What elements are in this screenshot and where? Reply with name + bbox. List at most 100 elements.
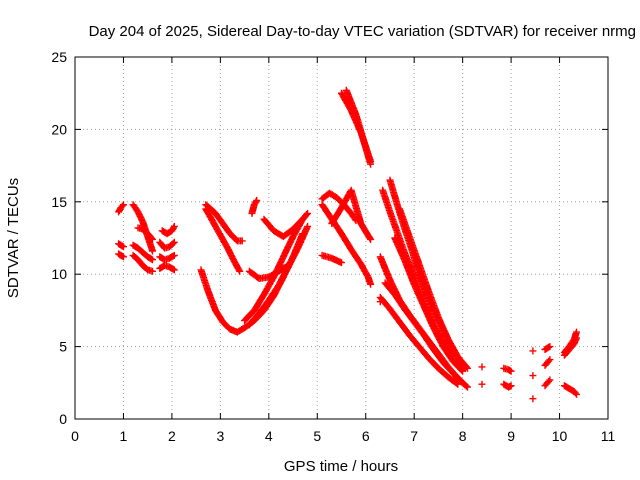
point-marks [376, 298, 384, 306]
point-marks [241, 215, 307, 324]
y-axis-title: SDTVAR / TECUs [5, 178, 22, 298]
point-marks [541, 343, 554, 353]
point-marks [560, 382, 580, 398]
y-tick-label: 5 [59, 339, 67, 355]
series-s39 [529, 347, 537, 355]
x-tick-label: 7 [410, 428, 418, 444]
point-marks [260, 209, 312, 241]
series-s26 [342, 86, 375, 168]
point-marks [156, 238, 178, 252]
x-tick-label: 0 [71, 428, 79, 444]
series-s32 [396, 205, 469, 372]
series-s3 [115, 250, 127, 261]
point-marks [115, 250, 127, 261]
series-s43 [541, 356, 554, 369]
point-marks [158, 222, 178, 238]
series-s13 [202, 201, 246, 245]
x-tick-label: 10 [552, 428, 568, 444]
y-tick-label: 0 [59, 411, 67, 427]
x-tick-label: 11 [601, 428, 616, 444]
data-points [115, 86, 580, 403]
point-marks [478, 363, 486, 371]
series-s18 [248, 196, 261, 217]
chart-title: Day 204 of 2025, Sidereal Day-to-day VTE… [89, 23, 636, 40]
point-marks [529, 395, 537, 403]
point-marks [328, 186, 375, 243]
series-s11 [156, 262, 178, 274]
x-tick-label: 4 [265, 428, 273, 444]
series-s17 [245, 222, 312, 329]
x-tick-label: 8 [459, 428, 467, 444]
series-s35 [478, 363, 486, 371]
series-s36 [478, 380, 486, 388]
series-s38 [500, 380, 515, 391]
series-s24 [328, 186, 375, 243]
point-marks [342, 86, 375, 168]
x-tick-label: 2 [168, 428, 176, 444]
series-s46 [560, 334, 580, 359]
grid [75, 57, 608, 419]
y-tick-label: 25 [51, 49, 67, 65]
point-marks [376, 293, 462, 388]
x-tick-label: 5 [313, 428, 321, 444]
point-marks [381, 279, 467, 387]
x-tick-label: 6 [362, 428, 370, 444]
series-s34 [376, 298, 384, 306]
point-marks [115, 201, 127, 216]
series-s44 [541, 376, 554, 390]
x-tick-label: 1 [120, 428, 128, 444]
point-marks [245, 262, 292, 282]
series-s47 [560, 382, 580, 398]
series-s1 [115, 201, 127, 216]
series-s8 [158, 222, 178, 238]
point-marks [560, 334, 580, 359]
series-s20 [260, 209, 312, 241]
series-s7 [134, 224, 156, 243]
series-s33 [376, 293, 462, 388]
series-s37 [500, 364, 515, 375]
x-axis-title: GPS time / hours [284, 458, 398, 475]
point-marks [129, 241, 156, 264]
series-s28 [381, 279, 467, 387]
series-s19 [245, 262, 292, 282]
series-s23 [318, 251, 345, 267]
point-marks [156, 262, 178, 274]
series-s42 [541, 343, 554, 353]
series-s5 [129, 241, 156, 264]
point-marks [541, 356, 554, 369]
point-marks [500, 380, 515, 391]
series-s14 [202, 205, 244, 275]
point-marks [391, 234, 467, 375]
series-s31 [391, 234, 467, 375]
point-marks [156, 251, 178, 264]
series-s9 [156, 238, 178, 252]
point-marks [318, 251, 345, 267]
series-s22 [318, 201, 375, 288]
series-s12 [197, 266, 249, 336]
x-tick-label: 9 [507, 428, 515, 444]
series-s41 [529, 395, 537, 403]
series-s2 [115, 240, 127, 251]
point-marks [245, 222, 312, 329]
point-marks [134, 224, 156, 243]
point-marks [197, 266, 249, 336]
point-marks [202, 201, 246, 245]
y-tick-label: 15 [51, 194, 67, 210]
x-tick-label: 3 [216, 428, 224, 444]
point-marks [529, 372, 537, 380]
point-marks [529, 347, 537, 355]
point-marks [129, 251, 156, 275]
point-marks [478, 380, 486, 388]
series-s40 [529, 372, 537, 380]
point-marks [396, 205, 469, 372]
series-s10 [156, 251, 178, 264]
plot-frame [74, 56, 609, 420]
point-marks [248, 196, 261, 217]
axis-ticks: 0 1 2 3 4 5 6 7 8 9 10 11 0 5 10 15 20 25 [51, 49, 615, 444]
series-s16 [241, 215, 307, 324]
y-tick-label: 10 [51, 266, 67, 282]
point-marks [500, 364, 515, 375]
y-tick-label: 20 [51, 121, 67, 137]
series-s6 [129, 251, 156, 275]
